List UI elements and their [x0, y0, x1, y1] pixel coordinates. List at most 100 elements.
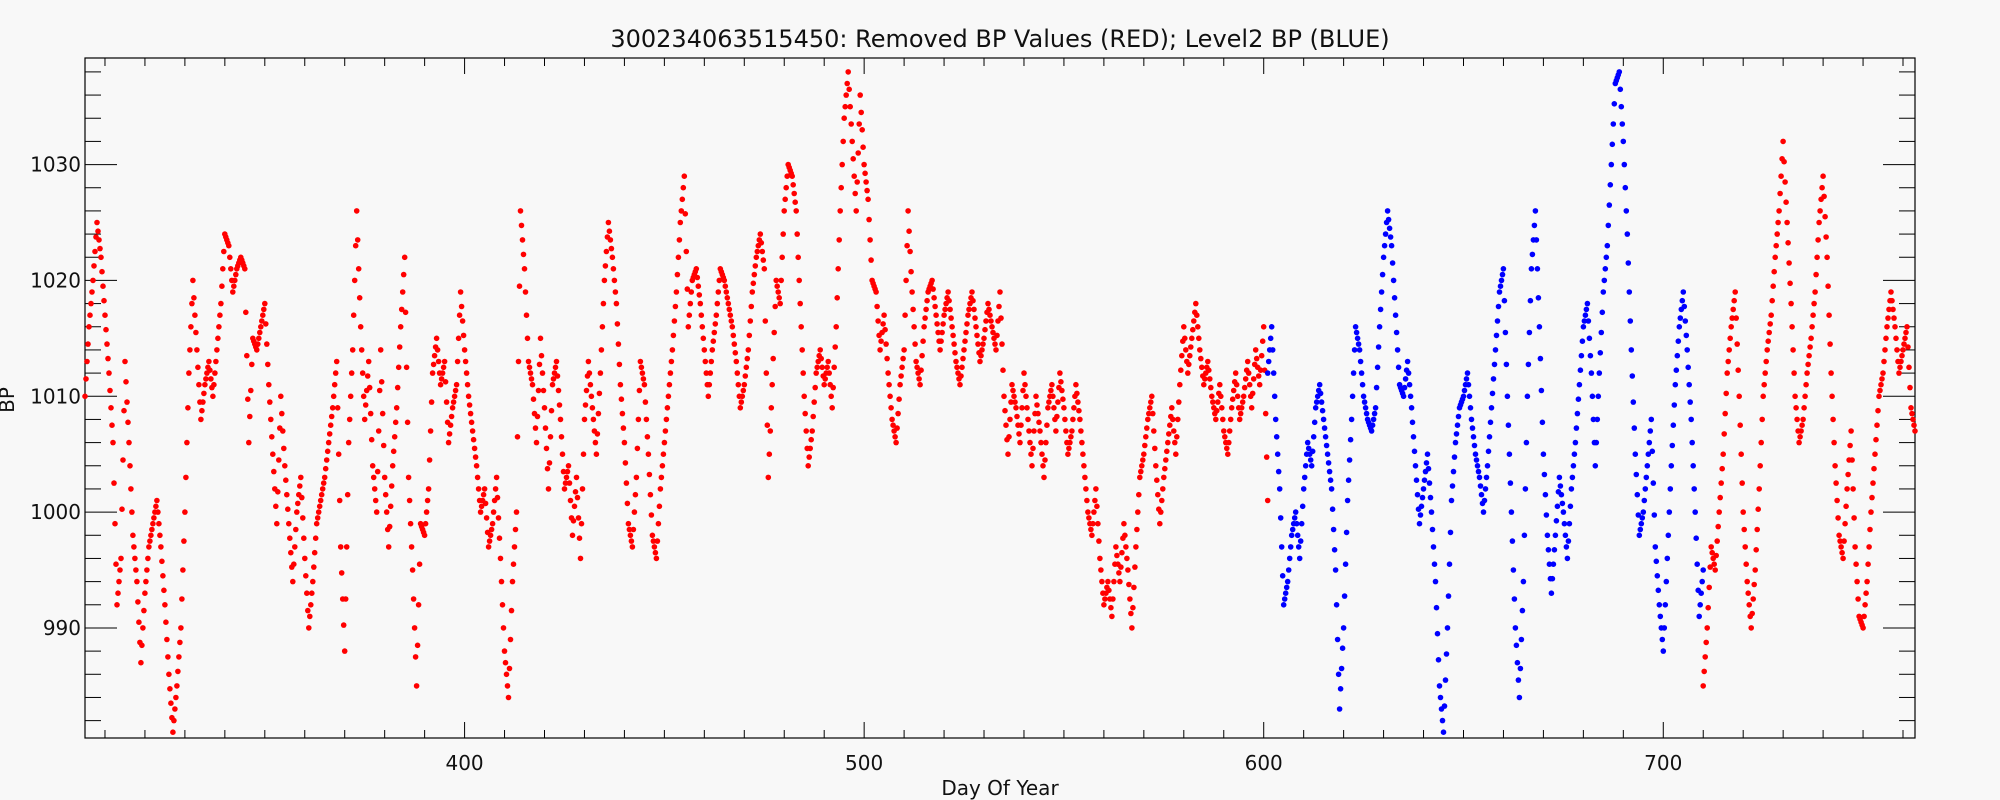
data-point — [493, 474, 500, 481]
data-point — [696, 292, 703, 298]
data-point — [1799, 422, 1805, 429]
data-point — [1650, 480, 1657, 486]
data-point — [626, 526, 633, 533]
data-point — [613, 300, 620, 307]
data-point — [579, 486, 586, 492]
data-point — [352, 242, 359, 249]
data-point — [1486, 434, 1493, 440]
data-point — [1724, 370, 1730, 376]
data-point — [1116, 570, 1122, 576]
data-point — [1226, 439, 1232, 446]
data-point — [1767, 321, 1773, 327]
data-point — [1728, 324, 1734, 330]
data-point — [448, 413, 455, 420]
data-point — [461, 347, 468, 353]
data-point — [546, 460, 553, 466]
data-point — [397, 324, 404, 330]
data-point — [1005, 451, 1011, 458]
data-point — [1516, 694, 1523, 701]
data-point — [565, 463, 572, 469]
data-point — [1507, 480, 1514, 486]
data-point — [1867, 526, 1873, 533]
data-point — [443, 399, 450, 405]
data-point — [291, 561, 297, 567]
data-point — [406, 497, 413, 504]
data-point — [550, 376, 557, 382]
data-point — [193, 329, 199, 336]
data-point — [528, 376, 535, 382]
data-point — [1811, 300, 1817, 307]
data-point — [1043, 439, 1049, 446]
data-point — [1751, 581, 1757, 588]
data-point — [1759, 416, 1765, 423]
data-point — [745, 347, 752, 353]
data-point — [89, 289, 95, 295]
data-point — [1471, 442, 1478, 449]
data-point — [1755, 506, 1761, 512]
data-point — [138, 659, 144, 666]
data-point — [1159, 497, 1165, 504]
data-point — [1517, 665, 1524, 672]
data-point — [803, 428, 809, 434]
data-point — [633, 474, 640, 481]
data-point — [245, 396, 251, 403]
data-point — [656, 503, 663, 510]
data-point — [311, 549, 318, 556]
data-point — [1003, 422, 1009, 429]
data-point — [1246, 381, 1253, 388]
data-point — [1436, 683, 1443, 689]
data-point — [516, 283, 523, 290]
data-point — [1378, 289, 1385, 295]
data-point — [201, 390, 207, 397]
data-point — [310, 578, 316, 585]
data-point — [425, 486, 432, 492]
data-point — [997, 289, 1003, 295]
data-point — [423, 509, 430, 515]
data-point — [382, 491, 389, 498]
data-point — [749, 289, 756, 295]
data-point — [1715, 523, 1721, 530]
data-point — [917, 381, 923, 388]
data-point — [1040, 463, 1046, 469]
data-point — [490, 509, 497, 515]
data-point — [1145, 416, 1151, 423]
data-point — [1789, 324, 1795, 330]
data-point — [892, 434, 898, 440]
data-point — [1509, 538, 1516, 544]
data-point — [1140, 457, 1146, 463]
data-point — [1411, 448, 1418, 455]
data-point — [951, 341, 957, 347]
data-point — [1449, 483, 1456, 489]
data-point — [164, 636, 170, 643]
data-point — [1640, 509, 1647, 515]
data-point — [1093, 486, 1099, 492]
data-point — [1409, 419, 1416, 426]
data-point — [1388, 242, 1395, 249]
data-point — [1466, 393, 1473, 400]
data-point — [1831, 439, 1837, 446]
data-point — [1803, 381, 1809, 388]
data-point — [1727, 335, 1733, 342]
data-point — [587, 381, 594, 388]
data-point — [702, 358, 709, 365]
data-point — [1026, 428, 1032, 434]
data-point — [187, 347, 193, 353]
data-point — [214, 347, 220, 353]
data-point — [501, 648, 508, 654]
data-point — [1649, 448, 1656, 455]
data-point — [304, 590, 310, 596]
data-point — [1176, 399, 1182, 405]
data-point — [1263, 454, 1270, 460]
data-point — [213, 358, 219, 365]
data-point — [482, 500, 489, 507]
data-point — [221, 248, 227, 255]
data-point — [1881, 358, 1887, 365]
data-point — [1643, 474, 1650, 481]
data-point — [1373, 384, 1380, 391]
data-point — [699, 324, 706, 330]
data-point — [195, 364, 201, 371]
data-point — [1117, 578, 1123, 585]
data-point — [597, 370, 604, 376]
data-point — [1175, 416, 1181, 423]
data-point — [1760, 393, 1766, 400]
